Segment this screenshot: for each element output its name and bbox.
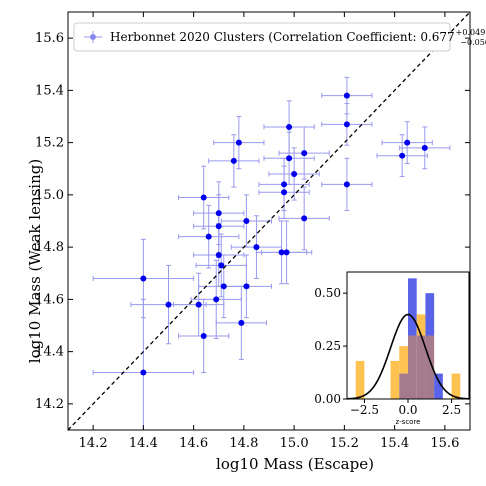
y-axis-ticks: 14.2 14.4 14.6 14.8 15.0 15.2 15.4 15.6 bbox=[35, 31, 470, 412]
x-tick-label-6: 15.4 bbox=[380, 436, 409, 451]
legend-label: Herbonnet 2020 Clusters (Correlation Coe… bbox=[110, 30, 455, 44]
data-point-14 bbox=[235, 139, 242, 146]
legend-marker bbox=[84, 31, 102, 43]
histogram-bar-overlap-5 bbox=[399, 373, 408, 399]
histogram-bar-11 bbox=[451, 373, 461, 399]
y-tick-label-2: 14.6 bbox=[35, 292, 64, 307]
main-plot-area: 14.2 14.4 14.6 14.8 15.0 15.2 15.4 15.6 14.214.… bbox=[35, 11, 471, 451]
inset-x-axis-ticks: −2.5 0.0 2.5 bbox=[350, 399, 461, 417]
data-point-23 bbox=[286, 155, 293, 162]
data-point-30 bbox=[343, 181, 350, 188]
y-tick-label-4: 15.0 bbox=[35, 188, 64, 203]
histogram-bar-overlap-8 bbox=[425, 335, 435, 399]
data-point-18 bbox=[253, 244, 260, 251]
data-point-2 bbox=[165, 301, 172, 308]
legend-entry: Herbonnet 2020 Clusters (Correlation Coe… bbox=[110, 28, 486, 47]
data-point-25 bbox=[291, 170, 298, 177]
x-axis-label: log10 Mass (Escape) bbox=[216, 455, 374, 473]
inset-x-axis-label: z-score bbox=[395, 418, 420, 426]
histogram-bar-overlap-7 bbox=[416, 335, 426, 399]
data-point-7 bbox=[213, 296, 220, 303]
data-point-3 bbox=[195, 301, 202, 308]
main-plot-frame bbox=[67, 11, 471, 431]
data-point-17 bbox=[243, 218, 250, 224]
data-point-20 bbox=[281, 181, 288, 188]
data-point-27 bbox=[301, 215, 308, 222]
x-tick-label-5: 15.2 bbox=[330, 436, 359, 451]
inset-x-tick-label-0: −2.5 bbox=[350, 403, 379, 417]
y-tick-label-5: 15.2 bbox=[35, 136, 64, 151]
x-tick-label-1: 14.4 bbox=[129, 436, 158, 451]
data-point-5 bbox=[200, 194, 207, 201]
identity-reference-line bbox=[67, 11, 471, 431]
data-point-12 bbox=[220, 283, 227, 290]
inset-y-tick-label-1: 0.25 bbox=[314, 339, 341, 353]
data-point-4 bbox=[200, 332, 207, 339]
histogram-bar-0 bbox=[355, 360, 365, 399]
data-point-13 bbox=[230, 157, 237, 164]
data-point-21 bbox=[281, 189, 288, 196]
legend-sup: +0.049 bbox=[456, 28, 486, 37]
inset-x-tick-label-1: 0.0 bbox=[398, 403, 417, 417]
normal-curve bbox=[346, 313, 470, 400]
data-point-26 bbox=[301, 150, 308, 157]
y-tick-label-1: 14.4 bbox=[35, 345, 64, 360]
data-point-29 bbox=[343, 121, 350, 128]
data-point-8 bbox=[215, 223, 222, 230]
data-point-33 bbox=[421, 144, 428, 151]
legend: Herbonnet 2020 Clusters (Correlation Coe… bbox=[73, 22, 486, 52]
y-tick-label-6: 15.4 bbox=[35, 83, 64, 98]
x-tick-label-7: 15.6 bbox=[430, 436, 459, 451]
x-tick-label-3: 14.8 bbox=[229, 436, 258, 451]
histogram-bar-6 bbox=[408, 278, 417, 336]
histogram-bar-9 bbox=[434, 373, 443, 399]
y-tick-label-0: 14.2 bbox=[35, 397, 64, 412]
inset-bar-layer bbox=[355, 278, 461, 399]
inset-x-tick-label-2: 2.5 bbox=[442, 403, 461, 417]
histogram-bar-7 bbox=[416, 314, 426, 336]
y-tick-label-3: 14.8 bbox=[35, 240, 64, 255]
histogram-bar-overlap-6 bbox=[408, 335, 417, 399]
data-point-32 bbox=[404, 139, 411, 146]
data-point-28 bbox=[343, 92, 350, 99]
x-tick-label-2: 14.6 bbox=[179, 436, 208, 451]
data-point-10 bbox=[215, 251, 222, 258]
legend-box bbox=[73, 22, 451, 52]
data-point-19 bbox=[278, 249, 285, 256]
data-point-24 bbox=[286, 123, 293, 130]
y-tick-label-7: 15.6 bbox=[35, 31, 64, 46]
data-point-9 bbox=[215, 210, 222, 217]
histogram-bar-4 bbox=[390, 360, 400, 399]
data-point-0 bbox=[140, 369, 147, 376]
data-point-16 bbox=[243, 283, 250, 290]
x-tick-label-4: 15.0 bbox=[280, 436, 309, 451]
inset-histogram: −2.5 0.0 2.5 0.00 0.25 0.50 z-score bbox=[314, 271, 470, 426]
data-point-6 bbox=[205, 233, 212, 240]
data-point-11 bbox=[218, 262, 225, 269]
y-axis-label: log10 Mass (Weak lensing) bbox=[26, 159, 44, 363]
data-point-15 bbox=[238, 319, 245, 326]
x-axis-ticks: 14.2 14.4 14.6 14.8 15.0 15.2 15.4 15.6 bbox=[79, 12, 459, 451]
x-tick-label-0: 14.2 bbox=[79, 436, 108, 451]
data-point-31 bbox=[399, 152, 406, 159]
scatter-point-layer bbox=[140, 92, 428, 376]
inset-y-tick-label-0: 0.00 bbox=[314, 392, 341, 406]
histogram-bar-8 bbox=[425, 293, 435, 336]
inset-y-axis-ticks: 0.00 0.25 0.50 bbox=[314, 286, 347, 406]
data-point-1 bbox=[140, 275, 147, 282]
inset-y-tick-label-2: 0.50 bbox=[314, 286, 341, 300]
legend-sub: −0.056 bbox=[460, 38, 486, 47]
data-point-22 bbox=[283, 249, 290, 256]
histogram-bar-5 bbox=[399, 346, 408, 374]
